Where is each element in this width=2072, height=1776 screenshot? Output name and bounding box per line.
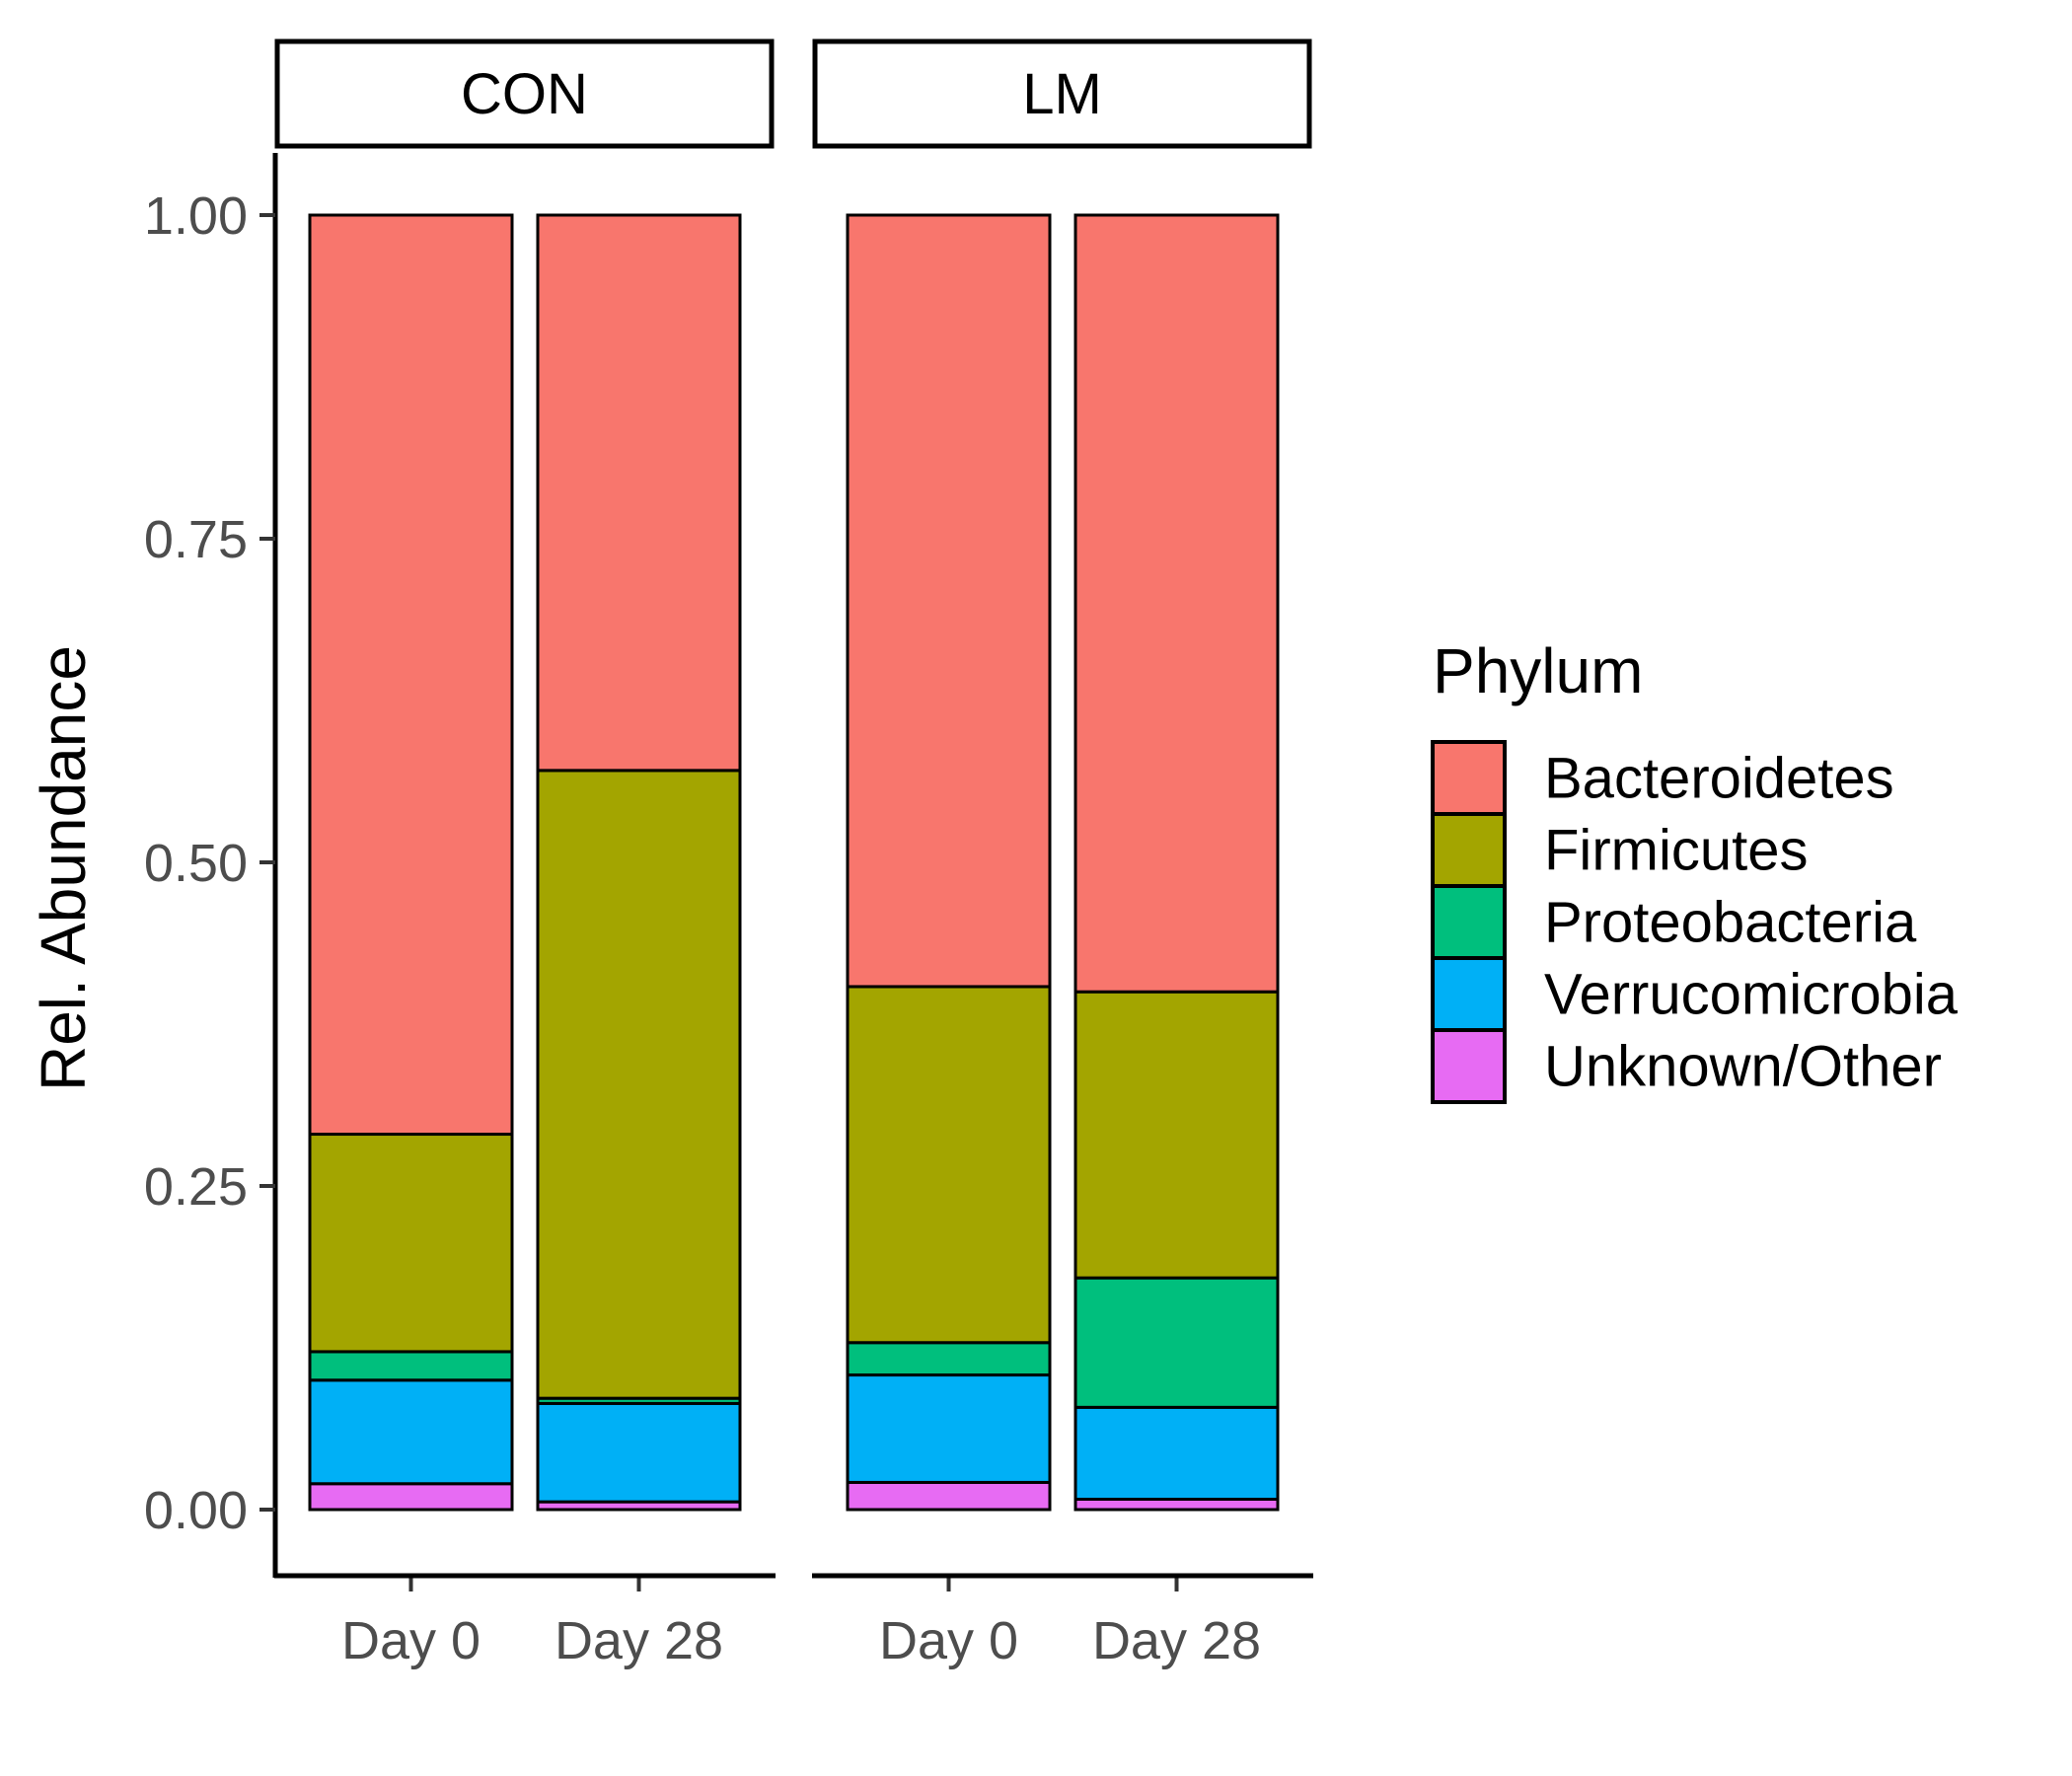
legend-key-bacteroidetes xyxy=(1431,740,1507,816)
x-tick-label-con-day-28: Day 28 xyxy=(555,1611,723,1670)
strip-label-lm: LM xyxy=(1022,62,1102,126)
legend-label-proteobacteria: Proteobacteria xyxy=(1544,891,1917,955)
panel-con: CON Day 0 Day 28 xyxy=(274,38,776,1670)
bar-segment-con-day-0-unknown-other xyxy=(308,1482,514,1512)
y-tick-label: 1.00 xyxy=(144,186,248,246)
bar-segment-lm-day-28-bacteroidetes xyxy=(1073,213,1280,994)
legend-items: Bacteroidetes Firmicutes Proteobacteria Ver… xyxy=(1431,740,1959,1104)
bar-segment-con-day-0-proteobacteria xyxy=(308,1350,514,1382)
strip-box-lm xyxy=(812,38,1312,149)
bar-segment-lm-day-28-unknown-other xyxy=(1073,1498,1280,1512)
x-tick-label-lm-day-0: Day 0 xyxy=(879,1611,1018,1670)
bar-segment-con-day-0-firmicutes xyxy=(308,1133,514,1354)
legend-key-unknown-other xyxy=(1431,1028,1507,1104)
y-tick-label: 0.50 xyxy=(144,834,248,893)
bar-segment-con-day-0-bacteroidetes xyxy=(308,213,514,1137)
y-tick-label: 0.00 xyxy=(144,1481,248,1540)
bar-segment-lm-day-28-proteobacteria xyxy=(1073,1276,1280,1409)
legend: Phylum Bacteroidetes Firmicutes Proteobact… xyxy=(1431,635,1959,1104)
x-tick-label-con-day-0: Day 0 xyxy=(341,1611,481,1670)
bar-segment-con-day-28-firmicutes xyxy=(536,769,742,1400)
legend-key-firmicutes xyxy=(1431,812,1507,888)
panel-lm: LM Day 0 Day 28 xyxy=(812,38,1313,1670)
bar-segment-lm-day-0-firmicutes xyxy=(846,985,1052,1345)
legend-label-verrucomicrobia: Verrucomicrobia xyxy=(1544,963,1959,1027)
bar-segment-lm-day-0-unknown-other xyxy=(846,1480,1052,1512)
x-tick-label-lm-day-28: Day 28 xyxy=(1092,1611,1261,1670)
bar-segment-con-day-28-verrucomicrobia xyxy=(536,1401,742,1504)
y-tick-label: 0.25 xyxy=(144,1157,248,1217)
bar-segment-lm-day-0-bacteroidetes xyxy=(846,213,1052,989)
strip-label-con: CON xyxy=(461,62,588,126)
bar-segment-con-day-0-verrucomicrobia xyxy=(308,1378,514,1486)
bar-segment-lm-day-28-firmicutes xyxy=(1073,990,1280,1280)
bar-segment-lm-day-0-proteobacteria xyxy=(846,1341,1052,1377)
bar-segment-con-day-28-bacteroidetes xyxy=(536,213,742,773)
legend-key-proteobacteria xyxy=(1431,884,1507,960)
legend-label-firmicutes: Firmicutes xyxy=(1544,819,1808,883)
bar-segment-lm-day-28-verrucomicrobia xyxy=(1073,1405,1280,1502)
y-axis: 0.00 0.25 0.50 0.75 1.00 xyxy=(144,153,278,1578)
y-tick-label: 0.75 xyxy=(144,510,248,569)
strip-box-con xyxy=(274,38,775,149)
legend-title: Phylum xyxy=(1433,635,1643,706)
facet-panels: CON Day 0 Day 28 LM Day 0 Day 28 xyxy=(274,38,1313,1670)
y-axis-title: Rel. Abundance xyxy=(28,645,99,1091)
legend-label-unknown-other: Unknown/Other xyxy=(1544,1035,1942,1099)
legend-label-bacteroidetes: Bacteroidetes xyxy=(1544,747,1894,811)
legend-key-verrucomicrobia xyxy=(1431,956,1507,1032)
bar-segment-lm-day-0-verrucomicrobia xyxy=(846,1373,1052,1484)
